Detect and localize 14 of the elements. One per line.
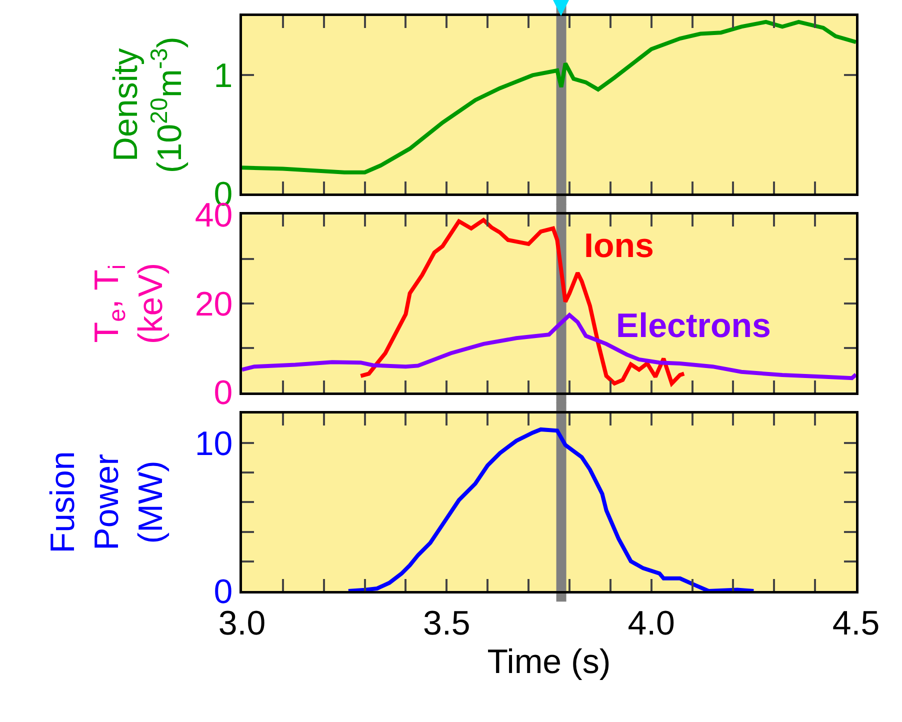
y-tick-label: 20 bbox=[194, 285, 233, 324]
x-tick-label: 4.0 bbox=[628, 604, 675, 642]
y-tick-label: 0 bbox=[214, 374, 233, 412]
y-axis-title: Fusion Power (MW) bbox=[44, 451, 170, 554]
y-tick-label: 10 bbox=[194, 424, 233, 463]
y-tick-label: 1 bbox=[214, 57, 233, 96]
line-series bbox=[242, 20, 856, 174]
x-tick-label: 4.5 bbox=[832, 604, 880, 642]
x-axis-title: Time (s) bbox=[487, 642, 611, 681]
x-tick-label: 3.5 bbox=[423, 604, 470, 642]
series-label: Ions bbox=[584, 227, 654, 265]
line-series bbox=[242, 313, 856, 380]
line-series bbox=[346, 427, 756, 591]
series-label: Electrons bbox=[616, 307, 771, 345]
